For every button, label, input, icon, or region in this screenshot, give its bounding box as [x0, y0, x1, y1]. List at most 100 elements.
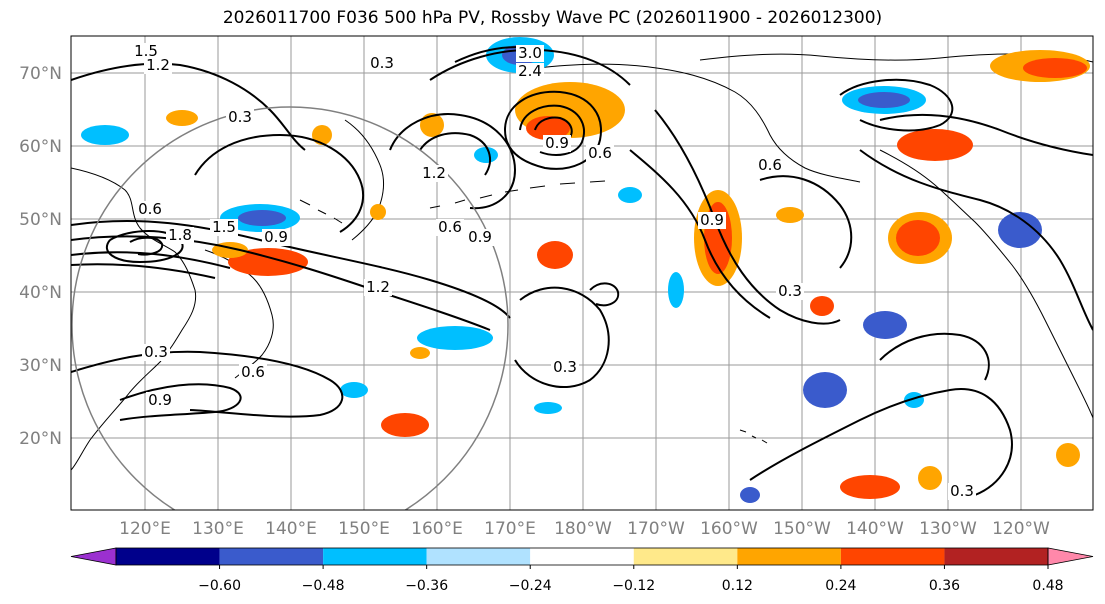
colorbar-segment [323, 548, 427, 565]
contour-jet-4 [71, 263, 216, 279]
lon-label: 120°W [992, 519, 1050, 539]
lon-label: 170°W [627, 519, 685, 539]
lon-label: 180°W [554, 519, 612, 539]
map-frame [70, 35, 1094, 511]
patch-neg-14 [534, 402, 562, 414]
contour-vortex-3 [534, 116, 573, 141]
contour-label-bg [543, 135, 571, 152]
contour-label-bg [239, 364, 267, 381]
contour-label: 0.3 [950, 482, 974, 500]
contour-label-bg [420, 165, 448, 182]
colorbar-label: 0.36 [929, 578, 960, 594]
contour-label-bg [698, 212, 726, 229]
lon-label: 130°W [919, 519, 977, 539]
graticule [71, 36, 1093, 510]
colorbar-extend-min [70, 547, 117, 566]
colorbar-segment [944, 548, 1048, 565]
contour-label: 0.9 [148, 391, 172, 409]
contour-label: 1.2 [422, 164, 446, 182]
kuril-chain [299, 199, 343, 224]
colorbar-segment [530, 548, 634, 565]
patch-pos-5-core [896, 220, 940, 256]
contour-labels: 3.02.4 1.5 1.2 0.3 0.9 0.6 0.3 1.2 0.6 0.9 1.8 1.5 0… [132, 42, 976, 500]
colorbar-label: 0.48 [1032, 578, 1063, 594]
colorbar-extend-max [1047, 547, 1094, 566]
patch-neg-4 [998, 212, 1042, 248]
patch-pos-13 [1056, 443, 1080, 467]
contour-jet-1 [71, 219, 511, 319]
patch-neg-10 [618, 187, 642, 203]
lon-label: 130°E [192, 519, 244, 539]
lat-label: 20°N [19, 429, 62, 449]
contour-vortex-1 [504, 90, 602, 170]
lat-label: 60°N [19, 137, 62, 157]
contour-label: 0.3 [144, 343, 168, 361]
contour-label-bg [516, 63, 544, 80]
contour-label: 2.4 [518, 62, 542, 80]
contour-label-bg [262, 229, 290, 246]
lat-label: 50°N [19, 210, 62, 230]
patch-neg-13 [340, 382, 368, 398]
lat-label: 40°N [19, 283, 62, 303]
map-title: 2026011700 F036 500 hPa PV, Rossby Wave … [222, 8, 883, 28]
patch-pos-15 [410, 347, 430, 359]
patch-neg-11 [668, 272, 684, 308]
contour-ne-1 [839, 78, 954, 132]
contour-label: 0.9 [700, 211, 724, 229]
contour-label-bg [551, 359, 579, 376]
colorbar-segment [840, 548, 945, 565]
patch-neg-3-core [858, 92, 910, 108]
lat-label: 30°N [19, 356, 62, 376]
contour-label-bg [142, 344, 170, 361]
asia-coast [71, 167, 197, 471]
patch-pos-18 [370, 204, 386, 220]
colorbar-segment [116, 548, 220, 565]
patch-neg-8 [81, 125, 129, 145]
contour-label-bg [756, 157, 784, 174]
colorbar-frame [115, 547, 1049, 566]
colorbar-segment [219, 548, 324, 565]
contour-label-bg [368, 55, 396, 72]
contour-label: 1.8 [168, 226, 192, 244]
contour-label: 0.3 [778, 282, 802, 300]
colorbar-label: −0.12 [612, 578, 655, 594]
patch-pos-16 [166, 110, 198, 126]
contour-label-bg [226, 109, 254, 126]
contour-label: 0.3 [228, 108, 252, 126]
colorbar-segment [633, 548, 738, 565]
patch-pos-8 [537, 241, 573, 269]
patch-pos-17 [312, 125, 332, 145]
contour-label-bg [364, 279, 392, 296]
contour-se-2 [879, 332, 990, 381]
contour-label-bg [166, 227, 194, 244]
patch-neg-15 [740, 487, 760, 503]
contour-label-bg [144, 57, 172, 74]
contour-label: 0.9 [264, 228, 288, 246]
contour-label: 0.6 [588, 144, 612, 162]
patch-neg-6 [803, 372, 847, 408]
contour-label-bg [466, 229, 494, 246]
contour-south-2 [119, 383, 242, 421]
contour-label: 1.5 [212, 218, 236, 236]
patch-pos-14 [918, 466, 942, 490]
contour-label: 1.2 [366, 278, 390, 296]
contour-label-bg [586, 145, 614, 162]
patch-neg-5 [417, 326, 493, 350]
range-ring [71, 106, 509, 510]
contour-label: 1.5 [134, 42, 158, 60]
contour-label-bg [132, 43, 160, 60]
contour-label-bg [516, 45, 544, 62]
patch-neg-9 [474, 147, 498, 163]
patch-neg-7 [863, 311, 907, 339]
contour-kam-2 [419, 132, 491, 176]
colorbar-label: 0.24 [825, 578, 856, 594]
lon-label: 160°W [700, 519, 758, 539]
contour-east-1 [859, 149, 1093, 331]
contour-label: 0.6 [438, 218, 462, 236]
lon-label: 120°E [119, 519, 171, 539]
colorbar-label: 0.12 [722, 578, 753, 594]
contour-label: 3.0 [518, 44, 542, 62]
patch-pos-12 [776, 207, 804, 223]
colorbar-label: −0.24 [509, 578, 552, 594]
